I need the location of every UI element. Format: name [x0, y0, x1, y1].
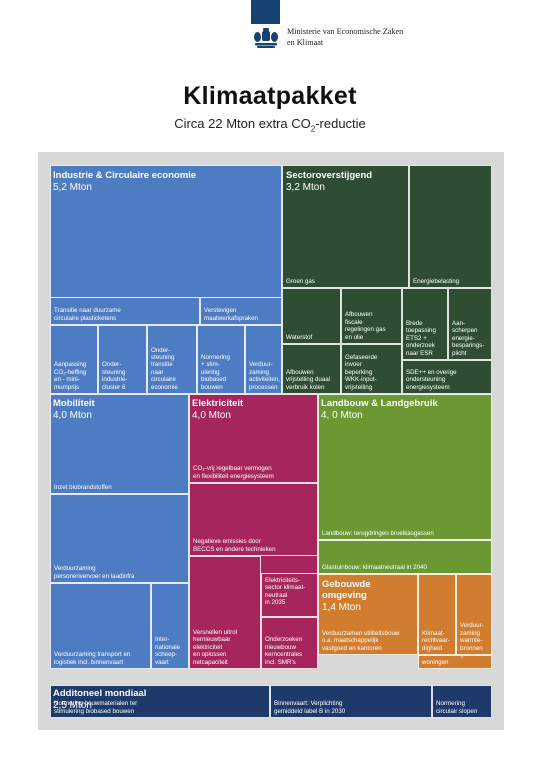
measure-cell: Verduurzamen utiliteitsbouw o.a. maatsch…	[318, 574, 418, 655]
logo-bar	[251, 0, 280, 24]
measure-cell: Glastuinbouw: klimaatneutraal in 2040	[318, 540, 492, 574]
measure-label: Verstevigen maatwerkafspraken	[204, 307, 258, 322]
measure-label: Transitie naar duurzame circulaire plast…	[54, 307, 121, 322]
measure-label: Aan- scherpen energie- besparings- plich…	[452, 319, 485, 357]
measure-label: Verduur- zaming activiteiten, processen	[249, 361, 280, 391]
sector-value: 5,2 Mton	[53, 182, 92, 193]
measure-cell: SDE++ en overige ondersteuning energiesy…	[402, 360, 492, 394]
measure-label: Binnenvaart: Verplichting gemiddeld labe…	[274, 700, 346, 715]
measure-cell: Brede toepassing ETS2 + onderzoek naar E…	[402, 288, 448, 360]
measure-cell: Binnenvaart: Verplichting gemiddeld labe…	[270, 685, 432, 718]
measure-label: Verduurzaming personenvervoer en laadinf…	[54, 565, 135, 580]
measure-cell: Groen gas	[282, 165, 409, 288]
measure-cell: Verduurzaming woningen	[418, 655, 492, 669]
measure-label: Glastuinbouw: klimaatneutraal in 2040	[322, 563, 427, 571]
sector-value: 4,0 Mton	[192, 410, 231, 421]
measure-cell: Transitie naar duurzame circulaire plast…	[50, 297, 200, 325]
measure-label: SDE++ en overige ondersteuning energiesy…	[406, 368, 457, 391]
measure-cell: Verduur- zaming activiteiten, processen	[245, 325, 282, 394]
measure-cell: Klimaat- rechtvaar- digheid	[418, 574, 456, 655]
sector-title: Sectoroverstijgend	[286, 170, 373, 181]
sector-title: Elektriciteit	[192, 398, 244, 409]
measure-label: Inzet biobrandstoffen	[54, 483, 112, 491]
measure-cell: Aan- scherpen energie- besparings- plich…	[448, 288, 492, 360]
measure-label: Onder- steuning transitie naar circulair…	[151, 346, 178, 391]
measure-label: Landbouw: terugdringen broeikasgassen	[322, 529, 434, 537]
ministry-name: Ministerie van Economische Zaken en Klim…	[287, 27, 403, 48]
measure-cell: Verduur- zaming warmte- bronnen	[456, 574, 492, 655]
measure-cell: Normering + stim- ulering biobased bouwe…	[197, 325, 245, 394]
measure-cell: Onder- steuning transitie naar circulair…	[147, 325, 197, 394]
subtitle-prefix: Circa 22 Mton extra CO	[174, 116, 311, 131]
measure-cell: Afbouwen vrijstelling duaal verbruik kol…	[282, 344, 341, 394]
measure-cell: Gefaseerde invoer beperking WKK-input- v…	[341, 344, 402, 394]
measure-label: Normering bouwmaterialen ter stimulering…	[54, 700, 138, 715]
subtitle-suffix: -reductie	[315, 116, 366, 131]
measure-cell: Landbouw: terugdringen broeikasgassen	[318, 394, 492, 540]
measure-cell: Inter- nationale scheep- vaart	[151, 583, 189, 669]
measure-label: Energiebelasting	[413, 277, 460, 285]
sector-value: 4,0 Mton	[53, 410, 92, 421]
measure-cell: Elektriciteits- sector klimaat- neutraal…	[261, 573, 318, 617]
sector-title: Mobiliteit	[53, 398, 95, 409]
measure-label: Afbouwen vrijstelling duaal verbruik kol…	[286, 368, 331, 391]
measure-label: Afbouwen fiscale regelingen gas en olie	[345, 311, 386, 341]
measure-label: Inter- nationale scheep- vaart	[155, 636, 181, 666]
measure-cell: Versnellen uitrol hernieuwbaar elektrici…	[189, 556, 261, 669]
measure-cell: Normering circulair slopen	[432, 685, 492, 718]
subtitle-subscript: 2	[310, 124, 316, 134]
measure-cell: Verduurzaming personenvervoer en laadinf…	[50, 494, 189, 583]
measure-label: Verduur- zaming warmte- bronnen	[460, 622, 484, 652]
sector-title: Industrie & Circulaire economie	[53, 170, 197, 181]
sector-value: 2,5 Mton	[53, 700, 92, 711]
page-title: Klimaatpakket	[183, 82, 357, 110]
measure-label: Normering + stim- ulering biobased bouwe…	[201, 353, 230, 391]
coat-of-arms-icon	[254, 28, 278, 48]
measure-label: Groen gas	[286, 277, 315, 285]
sector-title: Additoneel mondiaal	[53, 688, 147, 699]
measure-label: Verduurzaming transport en logistiek inc…	[54, 651, 131, 666]
measure-label: Waterstof	[286, 333, 313, 341]
measure-label: Gefaseerde invoer beperking WKK-input- v…	[345, 353, 378, 391]
measure-cell: CO₂-vrij regelbaar vermogen en flexibili…	[189, 394, 318, 483]
measure-cell: Verduurzaming transport en logistiek inc…	[50, 583, 151, 669]
measure-cell: Inzet biobrandstoffen	[50, 394, 189, 494]
ministry-line-1: Ministerie van Economische Zaken	[287, 27, 404, 36]
measure-cell: Normering bouwmaterialen ter stimulering…	[50, 685, 270, 718]
measure-label: Brede toepassing ETS2 + onderzoek naar E…	[406, 319, 436, 357]
measure-label: Klimaat- rechtvaar- digheid	[422, 629, 450, 652]
ministry-line-2: en Klimaat	[287, 37, 324, 47]
measure-label: Onderzoeken nieuwbouw kerncentrales incl…	[265, 636, 303, 666]
measure-label: Aanpassing CO₂-heffing en - mini- mumpri…	[54, 361, 87, 391]
measure-label: Elektriciteits- sector klimaat- neutraal…	[265, 577, 306, 607]
measure-cell: Energiebelasting	[409, 165, 492, 288]
measure-label: Negatieve emissies door BECCS en andere …	[193, 538, 276, 553]
sector-title: Gebouwde omgeving	[322, 579, 371, 601]
measure-label: Verduurzamen utiliteitsbouw o.a. maatsch…	[322, 629, 400, 652]
measure-label: Versnellen uitrol hernieuwbaar elektrici…	[193, 628, 238, 666]
measure-cell: Onderzoeken nieuwbouw kerncentrales incl…	[261, 617, 318, 669]
sector-title: Landbouw & Landgebruik	[321, 398, 438, 409]
measure-label: Onder- steuning industrie- cluster 6	[102, 361, 128, 391]
measure-label: CO₂-vrij regelbaar vermogen en flexibili…	[193, 465, 274, 480]
sector-value: 3,2 Mton	[286, 182, 325, 193]
measure-cell: Aanpassing CO₂-heffing en - mini- mumpri…	[50, 325, 98, 394]
measure-cell: Waterstof	[282, 288, 341, 344]
measure-cell: Onder- steuning industrie- cluster 6	[98, 325, 147, 394]
measure-cell: Negatieve emissies door BECCS en andere …	[189, 483, 318, 556]
measure-cell: Afbouwen fiscale regelingen gas en olie	[341, 288, 402, 344]
measure-cell: Verstevigen maatwerkafspraken	[200, 297, 282, 325]
sector-value: 4, 0 Mton	[321, 410, 363, 421]
sector-value: 1,4 Mton	[322, 602, 361, 613]
measure-label: Verduurzaming woningen	[422, 656, 464, 666]
page-subtitle: Circa 22 Mton extra CO2-reductie	[0, 116, 540, 134]
measure-label: Normering circulair slopen	[436, 700, 478, 715]
